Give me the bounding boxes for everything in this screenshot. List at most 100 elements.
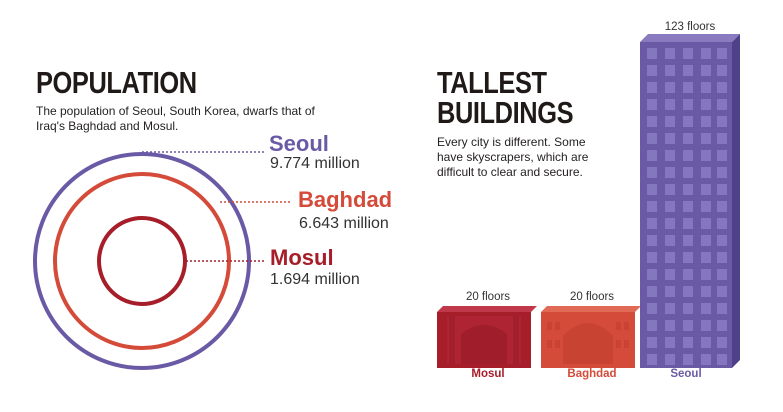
window (647, 354, 657, 365)
window (683, 116, 693, 127)
window (717, 252, 727, 263)
window (647, 99, 657, 110)
seoul-name: Seoul (269, 131, 329, 156)
baghdad-population: 6.643 million (299, 215, 389, 232)
window (701, 65, 711, 76)
buildings-description-line-2: have skyscrapers, which are (437, 150, 589, 164)
window (683, 303, 693, 314)
baghdad-floors-label: 20 floors (569, 291, 615, 303)
window (647, 286, 657, 297)
window (701, 269, 711, 280)
seoul-floors-label: 123 floors (664, 21, 716, 33)
population-description-line-2: Iraq's Baghdad and Mosul. (36, 119, 179, 133)
window (683, 235, 693, 246)
buildings-description-line-1: Every city is different. Some (437, 135, 586, 149)
window (647, 235, 657, 246)
window (665, 235, 675, 246)
baghdad-name: Baghdad (298, 187, 393, 212)
window (665, 184, 675, 195)
seoul-building (640, 34, 740, 368)
population-description-line-1: The population of Seoul, South Korea, dw… (36, 104, 315, 118)
window (647, 133, 657, 144)
window (701, 286, 711, 297)
window (683, 82, 693, 93)
window (701, 218, 711, 229)
baghdad-building (541, 306, 641, 368)
window (717, 82, 727, 93)
window (717, 167, 727, 178)
window (717, 337, 727, 348)
window (683, 150, 693, 161)
window (647, 269, 657, 280)
window (701, 48, 711, 59)
window (665, 167, 675, 178)
window (701, 82, 711, 93)
window (647, 184, 657, 195)
window (701, 201, 711, 212)
window (647, 167, 657, 178)
window (683, 354, 693, 365)
window (701, 133, 711, 144)
window (647, 320, 657, 331)
window (701, 99, 711, 110)
window (683, 65, 693, 76)
window (665, 354, 675, 365)
window (665, 82, 675, 93)
population-description: The population of Seoul, South Korea, dw… (36, 104, 376, 134)
window (717, 184, 727, 195)
window (701, 235, 711, 246)
window (683, 184, 693, 195)
window (647, 218, 657, 229)
seoul-population: 9.774 million (270, 155, 360, 172)
window (717, 150, 727, 161)
mosul-population: 1.694 million (270, 271, 360, 288)
buildings-title-line-2: BUILDINGS (437, 95, 574, 130)
window (683, 320, 693, 331)
window (665, 286, 675, 297)
mosul-building (437, 306, 537, 368)
window (701, 303, 711, 314)
window (647, 116, 657, 127)
seoul-building-label: Seoul (670, 368, 702, 380)
window (683, 133, 693, 144)
window (701, 354, 711, 365)
window (683, 337, 693, 348)
window (701, 150, 711, 161)
window (665, 201, 675, 212)
window (647, 337, 657, 348)
window (665, 218, 675, 229)
window (683, 218, 693, 229)
window (717, 269, 727, 280)
window (701, 116, 711, 127)
window (647, 252, 657, 263)
window (665, 65, 675, 76)
window (647, 201, 657, 212)
window (665, 99, 675, 110)
mosul-building-label: Mosul (471, 368, 505, 380)
window (665, 320, 675, 331)
window (665, 48, 675, 59)
window (717, 320, 727, 331)
baghdad-circle (53, 172, 231, 350)
population-title: POPULATION (36, 65, 197, 100)
window (717, 354, 727, 365)
window (683, 48, 693, 59)
window (665, 133, 675, 144)
window (701, 320, 711, 331)
window (717, 116, 727, 127)
window (665, 269, 675, 280)
window (665, 303, 675, 314)
window (683, 252, 693, 263)
mosul-name: Mosul (270, 245, 334, 270)
buildings-description: Every city is different. Some have skysc… (437, 135, 627, 180)
window (683, 201, 693, 212)
window (717, 201, 727, 212)
window (717, 133, 727, 144)
window (665, 150, 675, 161)
baghdad-building-label: Baghdad (567, 368, 617, 380)
seoul-building-windows (647, 48, 727, 365)
window (647, 65, 657, 76)
buildings-description-line-3: difficult to clear and secure. (437, 165, 583, 179)
window (701, 337, 711, 348)
window (701, 184, 711, 195)
